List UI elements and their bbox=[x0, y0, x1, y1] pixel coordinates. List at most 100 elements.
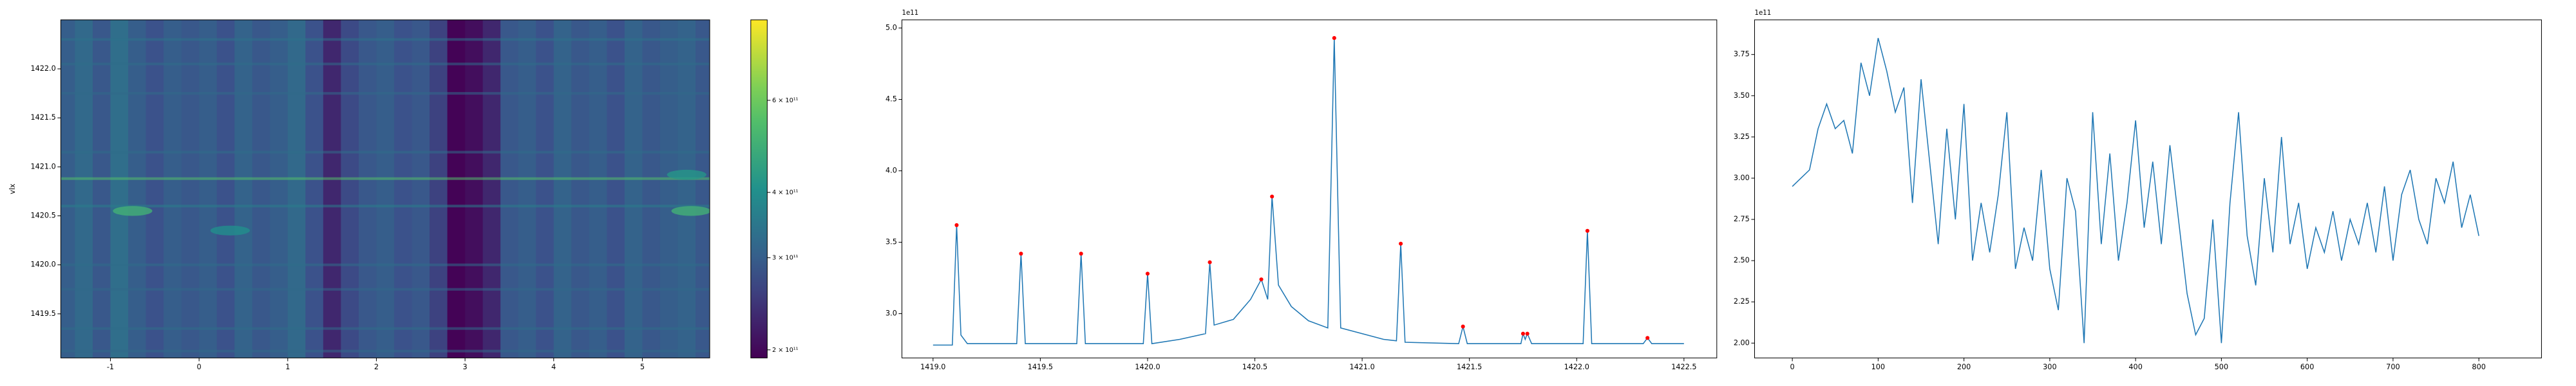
heatmap-column bbox=[447, 19, 466, 358]
peak-marker bbox=[1259, 277, 1264, 282]
panel: 1e11 1419.0 1419.5 1420.0 1420.5 1421.0 1421.5… bbox=[886, 10, 1718, 371]
colorbar bbox=[750, 19, 768, 358]
line bbox=[1792, 37, 2479, 344]
plot-area bbox=[1792, 37, 2479, 344]
y-tick-label: 3.75 bbox=[1734, 50, 1750, 59]
colorbar-tick-label: 4 × 10¹¹ bbox=[772, 189, 799, 196]
heatmap-row bbox=[61, 327, 710, 330]
peak-marker bbox=[1270, 194, 1274, 199]
y-tick-label: 1419.5 bbox=[30, 309, 55, 318]
x-tick-label: 1422.0 bbox=[1564, 363, 1589, 371]
heatmap-column bbox=[146, 19, 164, 358]
y-tick-label: 1420.5 bbox=[30, 212, 55, 220]
line bbox=[933, 38, 1684, 346]
heatmap-row bbox=[61, 92, 710, 95]
peak-marker bbox=[1145, 271, 1150, 276]
x-tick-label: 2 bbox=[374, 363, 379, 371]
peak-marker bbox=[1520, 331, 1526, 336]
heatmap-column bbox=[465, 19, 484, 358]
y-tick-label: 3.5 bbox=[886, 238, 897, 246]
offset-text: 1e11 bbox=[1754, 10, 1771, 17]
heatmap-row bbox=[61, 62, 710, 66]
y-axis-label: vlx bbox=[8, 183, 17, 194]
x-tick-label: 0 bbox=[1790, 363, 1795, 371]
heatmap-column bbox=[323, 19, 342, 358]
plot-area bbox=[61, 19, 710, 358]
heatmap-column bbox=[164, 19, 182, 358]
x-tick-label: 1420.5 bbox=[1242, 363, 1267, 371]
heatmap-column bbox=[553, 19, 573, 358]
x-tick-label: 300 bbox=[2043, 363, 2056, 371]
axes-frame bbox=[902, 19, 1718, 358]
x-tick-label: 700 bbox=[2386, 363, 2400, 371]
heatmap-column bbox=[128, 19, 147, 358]
y-tick-label: 1420.0 bbox=[30, 261, 55, 269]
heatmap-column bbox=[358, 19, 377, 358]
offset-text: 1e11 bbox=[902, 10, 919, 17]
x-tick-label: -1 bbox=[107, 363, 114, 371]
heatmap-column bbox=[677, 19, 696, 358]
x-tick-label: 100 bbox=[1871, 363, 1885, 371]
heatmap-column bbox=[518, 19, 536, 358]
x-tick-label: 200 bbox=[1957, 363, 1971, 371]
x-tick-label: 1421.0 bbox=[1349, 363, 1374, 371]
heatmap-column bbox=[75, 19, 93, 358]
peak-marker bbox=[1079, 252, 1083, 256]
heatmap-column bbox=[252, 19, 271, 358]
heatmap-column bbox=[181, 19, 200, 358]
heatmap-blob bbox=[210, 225, 250, 236]
y-tick-label: 2.25 bbox=[1734, 297, 1750, 306]
peak-marker bbox=[1208, 260, 1212, 264]
y-tick-label: 1422.0 bbox=[30, 64, 55, 73]
y-tick-label: 5.0 bbox=[886, 24, 897, 32]
x-tick-label: 500 bbox=[2215, 363, 2228, 371]
heatmap-row bbox=[61, 288, 710, 291]
heatmap-column bbox=[287, 19, 307, 358]
heatmap-row bbox=[61, 205, 710, 208]
x-tick-label: 1420.0 bbox=[1135, 363, 1160, 371]
x-tick-label: 1 bbox=[285, 363, 290, 371]
heatmap-blob bbox=[671, 206, 710, 216]
heatmap-column bbox=[642, 19, 661, 358]
heatmap-column bbox=[589, 19, 608, 358]
heatmap-column bbox=[216, 19, 235, 358]
x-tick-label: 1421.5 bbox=[1457, 363, 1482, 371]
heatmap-row bbox=[61, 177, 710, 180]
y-tick-label: 2.00 bbox=[1734, 338, 1750, 347]
y-tick-label: 3.50 bbox=[1734, 91, 1750, 100]
axes-frame bbox=[1754, 19, 2542, 358]
x-tick-label: 3 bbox=[463, 363, 468, 371]
y-tick-label: 2.50 bbox=[1734, 256, 1750, 264]
axes-frame bbox=[60, 19, 710, 358]
x-tick-label: 0 bbox=[197, 363, 202, 371]
heatmap-column bbox=[696, 19, 710, 358]
heatmap-column bbox=[536, 19, 554, 358]
heatmap-column bbox=[199, 19, 218, 358]
peak-marker bbox=[1645, 336, 1650, 340]
y-tick-label: 3.0 bbox=[886, 309, 897, 318]
heatmap-column bbox=[393, 19, 413, 358]
heatmap-column bbox=[571, 19, 590, 358]
heatmap-column bbox=[430, 19, 448, 358]
heatmap-column bbox=[659, 19, 679, 358]
peak-marker bbox=[954, 223, 959, 227]
colorbar-tick-label: 6 × 10¹¹ bbox=[772, 97, 799, 104]
x-tick-label: 4 bbox=[551, 363, 556, 371]
heatmap-column bbox=[234, 19, 253, 358]
heatmap-column bbox=[376, 19, 395, 358]
colorbar-tick-label: 3 × 10¹¹ bbox=[772, 255, 799, 262]
heatmap-column bbox=[270, 19, 289, 358]
x-tick-label: 5 bbox=[640, 363, 645, 371]
colorbar-tick-label: 2 × 10¹¹ bbox=[772, 347, 799, 354]
panel: 2 × 10¹¹ 3 × 10¹¹ 4 × 10¹¹ 6 × 10¹¹ vlx -1 0 1 2… bbox=[8, 19, 799, 371]
heatmap-column bbox=[341, 19, 359, 358]
y-tick-label: 2.75 bbox=[1734, 215, 1750, 223]
heatmap-column bbox=[305, 19, 324, 358]
heatmap-column bbox=[500, 19, 519, 358]
y-tick-label: 1421.0 bbox=[30, 162, 55, 170]
y-tick-label: 3.00 bbox=[1734, 174, 1750, 182]
peak-marker bbox=[1585, 228, 1589, 233]
heatmap-row bbox=[61, 151, 710, 154]
x-tick-label: 600 bbox=[2300, 363, 2314, 371]
